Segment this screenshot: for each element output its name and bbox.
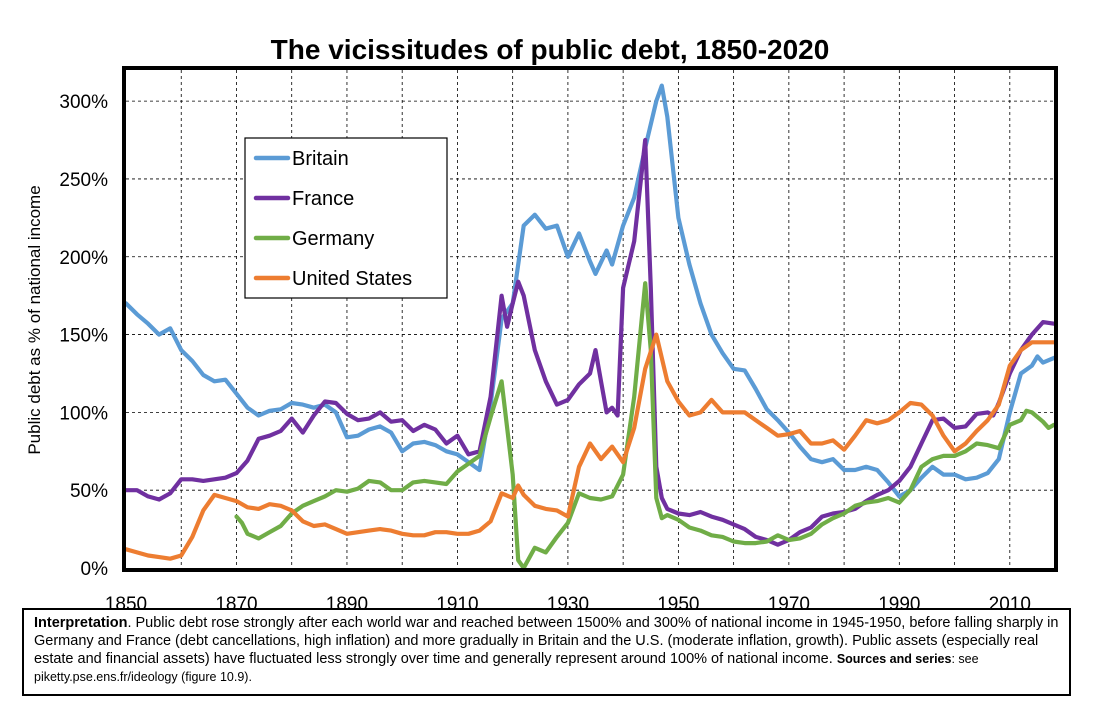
series-lines [123,83,1057,571]
line-chart: 1850 1870 1890 1910 1930 1950 1970 1990 2010 0% 50… [25,66,1058,608]
x-tick-label: 1930 [547,594,589,608]
interpretation-note: Interpretation. Public debt rose strongl… [22,608,1071,696]
y-tick-label: 200% [59,248,108,269]
chart-title: The vicissitudes of public debt, 1850-20… [270,34,830,65]
y-tick-label: 150% [59,326,108,347]
y-tick-label: 300% [59,92,108,113]
axis-labels: 1850 1870 1890 1910 1930 1950 1970 1990 2010 0% 50… [59,92,1031,608]
sources-text: : see piketty.pse.ens.fr/ideology (figur… [34,652,979,684]
legend: Britain France Germany United States [244,137,448,299]
legend-label: France [292,188,354,210]
x-tick-label: 1870 [215,594,257,608]
series-line-united-states [123,332,1057,561]
note-lead: Interpretation [34,615,128,631]
legend-label: United States [292,268,412,290]
y-axis-label: Public debt as % of national income [25,185,44,454]
x-tick-label: 1950 [657,594,699,608]
x-tick-label: 1990 [878,594,920,608]
x-tick-label: 1910 [436,594,478,608]
x-tick-label: 1970 [768,594,810,608]
sources-label: Sources and series [836,652,952,666]
x-tick-label: 1890 [326,594,368,608]
y-tick-label: 50% [70,481,108,502]
y-tick-label: 0% [81,559,109,580]
note-sources: Sources and series: see piketty.pse.ens.… [34,652,979,684]
legend-label: Germany [292,228,374,250]
x-tick-label: 1850 [105,594,147,608]
series-line-france [123,137,1057,547]
legend-label: Britain [292,148,349,170]
y-tick-label: 250% [59,170,108,191]
note-body: . Public debt rose strongly after each w… [34,615,1059,667]
plot-frame [122,66,1058,572]
y-tick-label: 100% [59,403,108,424]
legend-box [244,137,448,299]
x-tick-label: 2010 [989,594,1031,608]
